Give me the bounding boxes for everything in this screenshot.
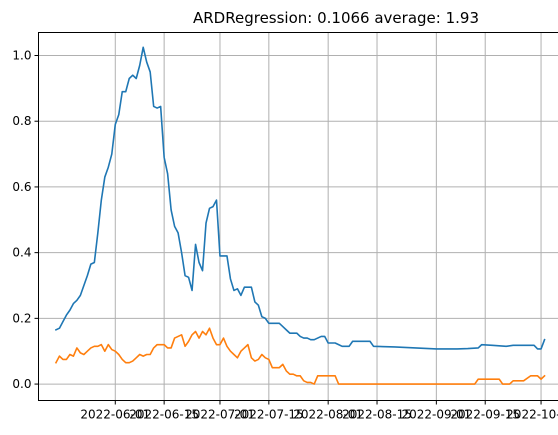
plot-frame — [38, 32, 558, 401]
x-tick-label: 2022-06-15 — [129, 408, 199, 422]
x-tick-label: 2022-09-15 — [450, 408, 520, 422]
x-tick-label: 2022-06-01 — [80, 408, 150, 422]
chart-title: ARDRegression: 0.1066 average: 1.93 — [193, 9, 479, 27]
axes: 2022-06-012022-06-152022-07-012022-07-15… — [12, 49, 558, 422]
y-tick-label: 0.2 — [12, 311, 31, 325]
y-tick-label: 0.0 — [12, 377, 31, 391]
grid — [38, 32, 558, 401]
x-tick-label: 2022-08-15 — [342, 408, 412, 422]
series-line-1 — [54, 46, 546, 350]
series-line-2 — [54, 327, 546, 385]
x-tick-label: 2022-10-01 — [506, 408, 558, 422]
y-tick-label: 0.4 — [12, 246, 31, 260]
series-layer — [54, 46, 546, 385]
y-tick-label: 0.8 — [12, 114, 31, 128]
y-tick-label: 0.6 — [12, 180, 31, 194]
x-tick-label: 2022-09-01 — [401, 408, 471, 422]
x-tick-label: 2022-07-15 — [234, 408, 304, 422]
x-tick-label: 2022-08-01 — [293, 408, 363, 422]
y-tick-label: 1.0 — [12, 49, 31, 63]
x-tick-label: 2022-07-01 — [185, 408, 255, 422]
